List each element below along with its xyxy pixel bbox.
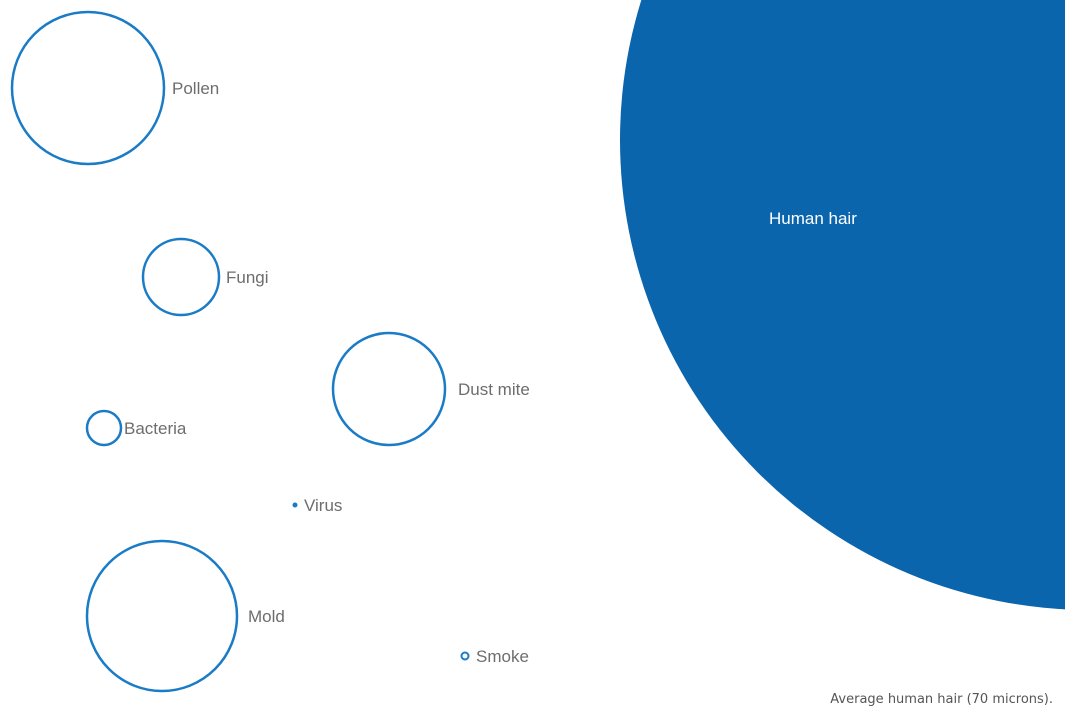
bacteria-label: Bacteria	[124, 419, 187, 438]
bacteria-circle	[85, 409, 123, 447]
smoke-dot	[460, 651, 470, 661]
pollen-circle	[10, 10, 166, 166]
fungi-label: Fungi	[226, 268, 269, 287]
human-hair-label: Human hair	[769, 209, 857, 228]
dust-mite-circle	[331, 331, 447, 447]
human-hair-circle	[620, 0, 1065, 610]
mold-label: Mold	[248, 607, 285, 626]
figure-caption: Average human hair (70 microns).	[830, 692, 1053, 707]
fungi-circle	[141, 237, 221, 317]
pollen-label: Pollen	[172, 79, 219, 98]
smoke-label: Smoke	[476, 647, 529, 666]
dust-mite-label: Dust mite	[458, 380, 530, 399]
mold-circle	[85, 539, 239, 693]
virus-dot	[292, 502, 298, 508]
virus-label: Virus	[304, 496, 342, 515]
